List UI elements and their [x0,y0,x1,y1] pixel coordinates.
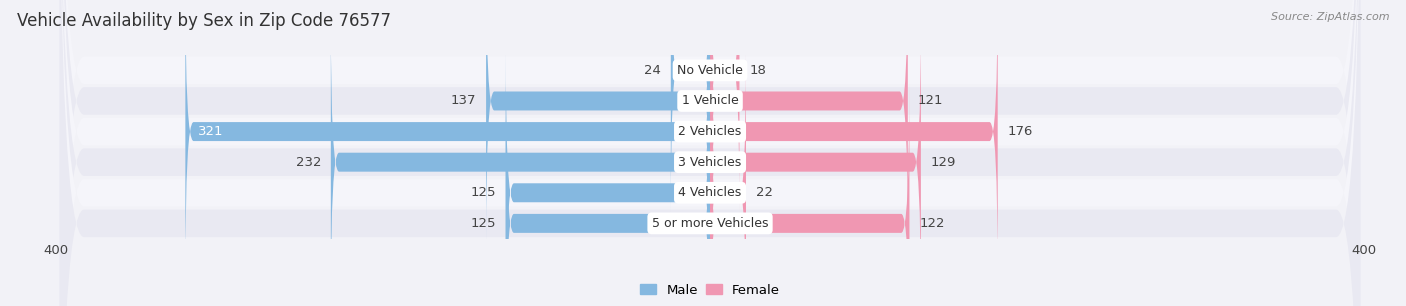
Text: 122: 122 [920,217,945,230]
Text: 232: 232 [295,156,321,169]
Text: 18: 18 [749,64,766,77]
FancyBboxPatch shape [59,0,1361,306]
Text: 4 Vehicles: 4 Vehicles [679,186,741,199]
Text: 2 Vehicles: 2 Vehicles [679,125,741,138]
Text: 1 Vehicle: 1 Vehicle [682,95,738,107]
Text: 125: 125 [471,186,496,199]
FancyBboxPatch shape [710,0,908,244]
Text: 129: 129 [931,156,956,169]
Text: 22: 22 [756,186,773,199]
FancyBboxPatch shape [59,0,1361,306]
FancyBboxPatch shape [59,0,1361,306]
FancyBboxPatch shape [710,0,740,214]
Text: Vehicle Availability by Sex in Zip Code 76577: Vehicle Availability by Sex in Zip Code … [17,12,391,30]
FancyBboxPatch shape [710,49,747,306]
Text: 3 Vehicles: 3 Vehicles [679,156,741,169]
FancyBboxPatch shape [59,0,1361,306]
FancyBboxPatch shape [710,0,998,275]
Text: 5 or more Vehicles: 5 or more Vehicles [652,217,768,230]
FancyBboxPatch shape [710,80,910,306]
Text: No Vehicle: No Vehicle [678,64,742,77]
Legend: Male, Female: Male, Female [634,278,786,302]
Text: 321: 321 [198,125,224,138]
FancyBboxPatch shape [59,0,1361,306]
Text: 125: 125 [471,217,496,230]
FancyBboxPatch shape [671,0,710,214]
FancyBboxPatch shape [59,0,1361,306]
FancyBboxPatch shape [506,49,710,306]
Text: Source: ZipAtlas.com: Source: ZipAtlas.com [1271,12,1389,22]
FancyBboxPatch shape [330,19,710,306]
FancyBboxPatch shape [186,0,710,275]
Text: 137: 137 [451,95,477,107]
FancyBboxPatch shape [710,19,921,306]
FancyBboxPatch shape [506,80,710,306]
Text: 121: 121 [918,95,943,107]
Text: 176: 176 [1008,125,1033,138]
Text: 24: 24 [644,64,661,77]
FancyBboxPatch shape [486,0,710,244]
